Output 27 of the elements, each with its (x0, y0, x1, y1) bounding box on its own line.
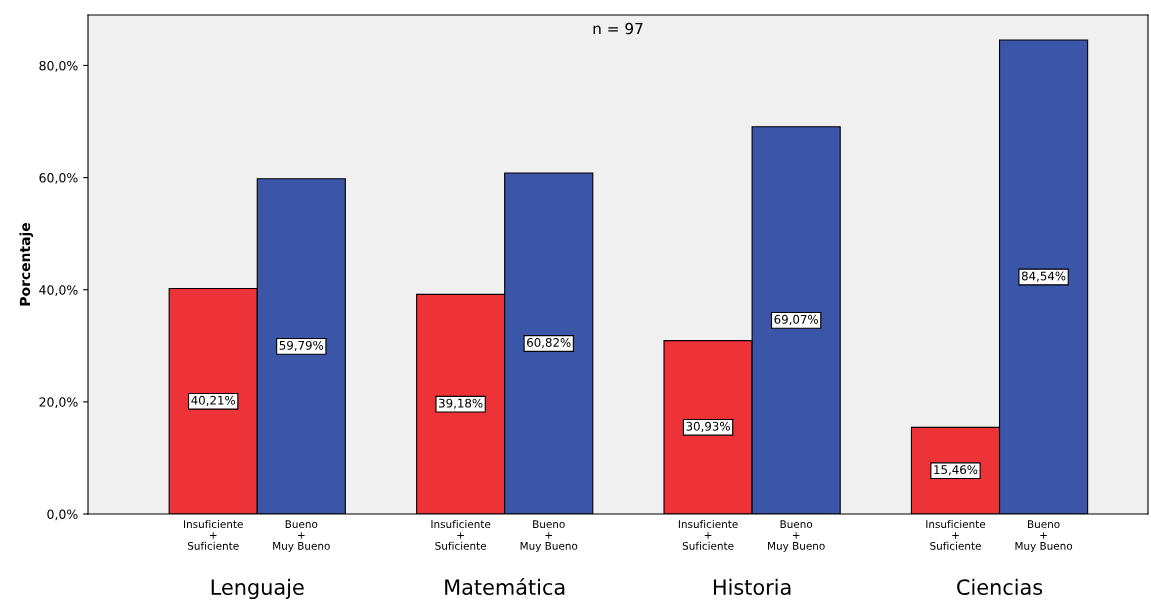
data-label: 60,82% (527, 337, 571, 349)
x-tick-label: Matemática (445, 578, 565, 595)
y-tick-label: 20,0% (39, 397, 78, 409)
text: Bueno + Muy Bueno (1015, 520, 1073, 552)
annotation: n = 97 (593, 22, 643, 35)
text: Insuficiente + Suficiente (926, 519, 986, 550)
data-label: 69,07% (774, 314, 819, 325)
y-tick-label: 0,0% (47, 509, 78, 521)
data-label: 40,21% (191, 395, 236, 406)
x-tick-label: Ciencias (957, 578, 1043, 595)
data-label: 59,79% (279, 340, 324, 352)
data-label: 39,18% (439, 398, 483, 409)
data-label: 84,54% (1021, 271, 1066, 282)
series-label: Bueno + Muy Bueno (273, 520, 330, 552)
y-axis-title: Porcentaje (19, 223, 34, 306)
y-tick-label: 40,0% (39, 285, 78, 296)
y-tick-label: 60,0% (39, 173, 78, 184)
series-label: Insuficiente + Suficiente (184, 519, 243, 550)
x-tick-label: Historia (713, 578, 791, 595)
text: Insuficiente + Suficiente (431, 519, 491, 550)
data-label: 15,46% (934, 465, 978, 476)
x-tick-label: Lenguaje (211, 578, 304, 600)
text: Bueno + Muy Bueno (520, 520, 578, 552)
data-label: 30,93% (686, 421, 730, 432)
y-tick-label: 80,0% (39, 60, 78, 72)
text: Insuficiente + Suficiente (678, 519, 738, 550)
text: Bueno + Muy Bueno (768, 520, 825, 552)
